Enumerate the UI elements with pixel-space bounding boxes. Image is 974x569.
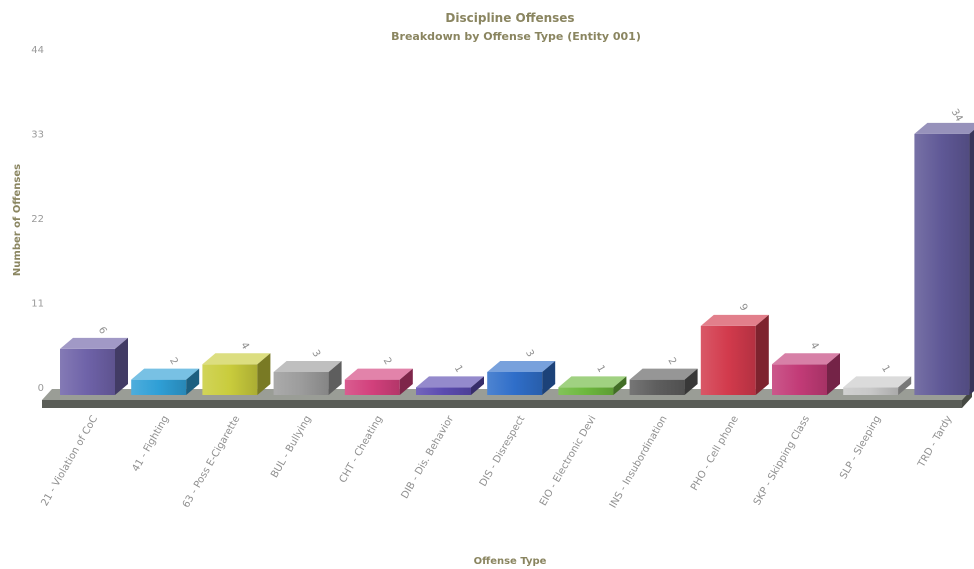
value-label: 1 — [879, 364, 892, 375]
bar-side — [115, 337, 128, 395]
value-label: 9 — [737, 302, 750, 313]
bar-front — [60, 348, 115, 395]
bar — [914, 122, 974, 395]
bar — [344, 368, 413, 395]
y-tick-label: 22 — [31, 214, 44, 225]
bar-front — [629, 379, 685, 395]
bar-front — [843, 387, 899, 395]
bar-front — [700, 325, 756, 395]
category-label: CHT - Cheating — [338, 414, 385, 485]
value-label: 34 — [949, 107, 965, 124]
bar-side — [542, 360, 556, 395]
y-tick-label: 11 — [31, 299, 44, 310]
bar-top — [487, 360, 556, 372]
bar-side — [471, 376, 484, 395]
floor-front — [42, 400, 962, 408]
bar-top — [344, 368, 413, 380]
bar — [700, 314, 769, 395]
bar — [60, 337, 128, 395]
category-label: 41 - Fighting — [130, 414, 171, 474]
category-label: TRD - Tardy — [916, 414, 955, 470]
bar-top — [843, 376, 912, 388]
bar-side — [755, 314, 769, 395]
bar-top — [772, 353, 840, 365]
category-labels: 21 - Violation of CoC 41 - Fighting 63 - P… — [39, 413, 954, 510]
bar-front — [914, 133, 970, 395]
x-axis-label: Offense Type — [474, 556, 547, 567]
bar-side — [257, 353, 271, 395]
category-label: 63 - Poss E-Cigarette — [181, 414, 243, 510]
category-label: DIB - Dis. Behavior — [400, 413, 457, 501]
bars — [60, 122, 974, 395]
category-label: EIO - Electronic Devi — [538, 414, 599, 508]
bar-top — [700, 314, 769, 326]
value-label: 4 — [808, 341, 821, 352]
bar — [202, 353, 271, 395]
bar — [843, 376, 912, 395]
value-label: 2 — [665, 356, 678, 367]
bar-top — [629, 368, 698, 380]
y-axis-ticks: 0 11 22 33 44 — [31, 45, 44, 394]
value-label: 2 — [381, 356, 394, 367]
bar — [416, 376, 484, 395]
bar-front — [273, 371, 329, 395]
bar-top — [131, 368, 200, 380]
y-tick-label: 44 — [31, 45, 44, 56]
bar-top — [273, 360, 342, 372]
bar-front — [558, 387, 614, 395]
category-label: SLP - Sleeping — [838, 414, 883, 481]
bar-front — [344, 379, 400, 395]
bar — [772, 353, 840, 395]
bar — [487, 360, 556, 395]
bar-side — [827, 353, 840, 395]
value-label: 4 — [238, 341, 251, 352]
bar-side — [969, 129, 974, 395]
y-tick-label: 33 — [31, 130, 44, 141]
bar-side — [399, 368, 413, 395]
bar — [558, 376, 627, 395]
bar-side — [328, 360, 342, 395]
bar-side — [186, 368, 200, 395]
bar — [273, 360, 342, 395]
value-label: 1 — [452, 364, 465, 375]
bar-front — [131, 379, 187, 395]
category-label: BUL - Bullying — [269, 414, 313, 480]
bar-front — [772, 364, 827, 395]
bar-side — [684, 368, 698, 395]
category-label: PHO - Cell phone — [689, 414, 741, 493]
y-tick-label: 0 — [38, 383, 44, 394]
bar-front — [416, 387, 471, 395]
bar-top — [914, 122, 974, 134]
category-label: SKP - Skipping Class — [752, 414, 812, 507]
y-axis-label: Number of Offenses — [12, 164, 23, 276]
category-label: INS - Insubordination — [608, 414, 670, 510]
bar-top — [558, 376, 627, 388]
bar-top — [202, 353, 271, 365]
value-label: 3 — [309, 348, 322, 359]
bar — [131, 368, 200, 395]
bar — [629, 368, 698, 395]
value-label: 1 — [594, 364, 607, 375]
bar-front — [487, 371, 543, 395]
value-label: 3 — [523, 348, 536, 359]
bar-side — [898, 376, 912, 395]
bar-side — [613, 376, 627, 395]
category-label: 21 - Violation of CoC — [39, 414, 100, 508]
value-label: 6 — [96, 325, 109, 336]
bar-top — [416, 376, 484, 388]
value-labels: 6 2 4 3 2 1 3 1 2 9 4 1 34 — [96, 107, 965, 374]
category-label: DIS - Disrespect — [478, 414, 527, 489]
bar-front — [202, 364, 258, 395]
value-label: 2 — [167, 356, 180, 367]
chart-subtitle: Breakdown by Offense Type (Entity 001) — [391, 30, 641, 43]
chart-title: Discipline Offenses — [445, 11, 574, 25]
bar-top — [60, 337, 128, 349]
